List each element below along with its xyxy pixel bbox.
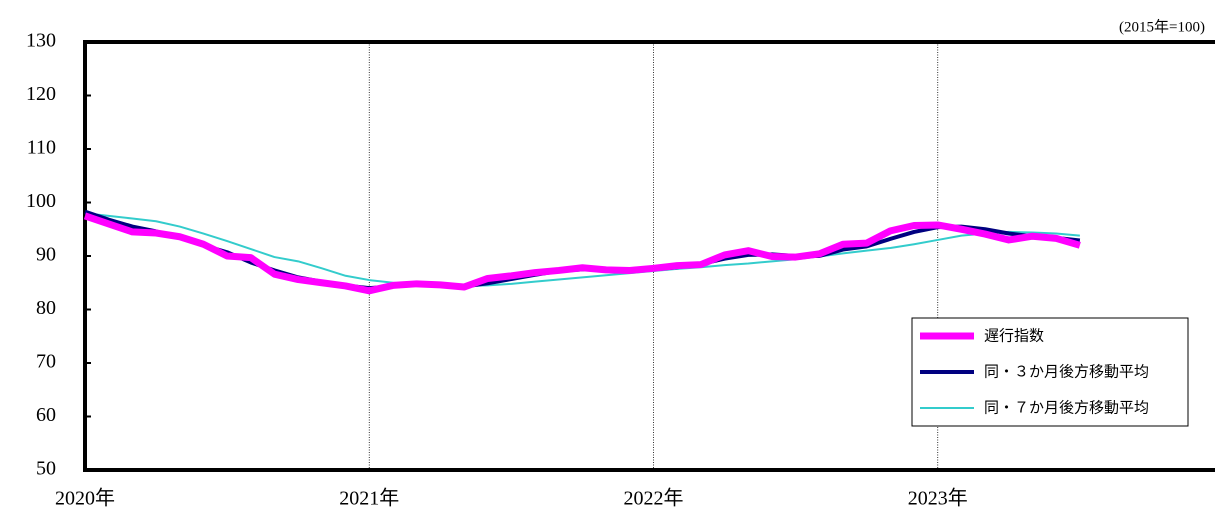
y-tick-label: 100 (26, 190, 56, 212)
x-tick-label: 2021年 (339, 487, 399, 510)
y-tick-label: 120 (26, 83, 56, 105)
unit-note: (2015年=100) (1119, 18, 1205, 35)
y-tick-label: 110 (27, 137, 56, 159)
plot-frame (83, 40, 1215, 472)
legend-label: 同・３か月後方移動平均 (984, 363, 1149, 381)
y-tick-label: 80 (36, 297, 56, 319)
legend-label: 同・７か月後方移動平均 (984, 399, 1149, 417)
x-tick-label: 2020年 (55, 487, 115, 510)
y-tick-label: 130 (26, 30, 56, 52)
x-tick-label: 2023年 (908, 487, 968, 510)
y-tick-label: 70 (36, 351, 56, 373)
series-line (83, 212, 1081, 295)
y-tick-label: 90 (36, 244, 56, 266)
y-tick-label: 50 (36, 458, 56, 480)
y-tick-label: 60 (36, 404, 56, 426)
series-line (84, 212, 1080, 287)
x-tick-label: 2022年 (624, 487, 684, 510)
legend-label: 遅行指数 (984, 327, 1044, 345)
